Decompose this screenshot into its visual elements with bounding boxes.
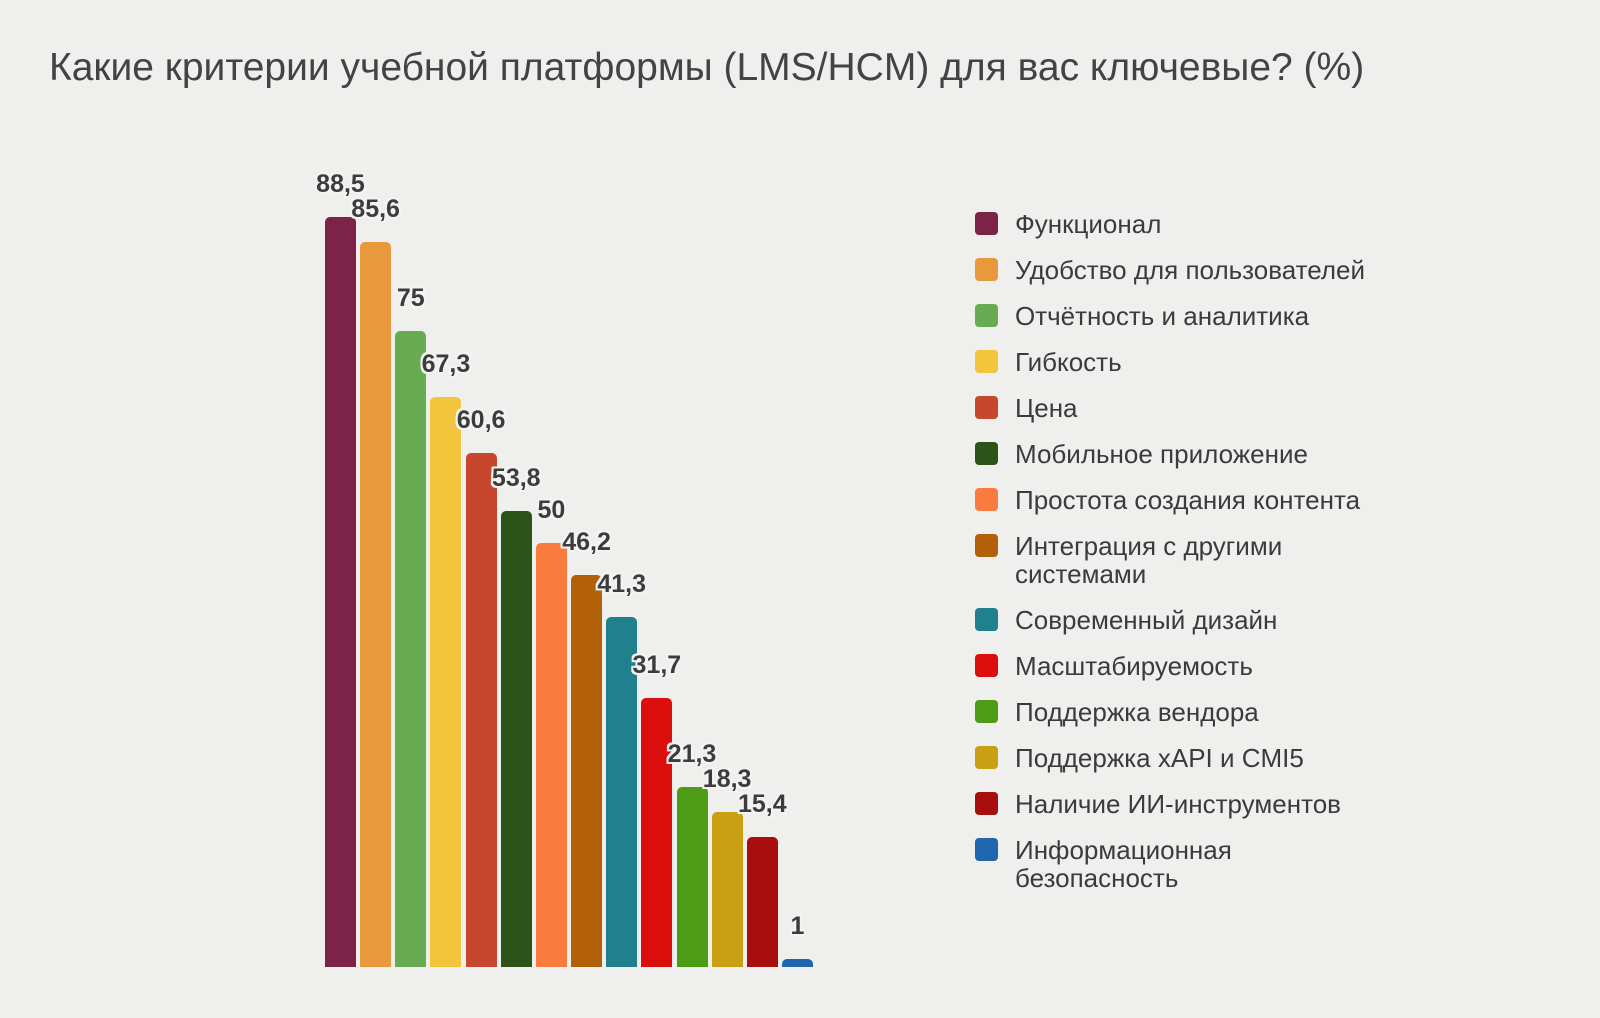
- bar-value-label: 18,3: [702, 764, 752, 793]
- legend-item: Наличие ИИ-инструментов: [975, 790, 1365, 818]
- bar: [465, 453, 497, 967]
- bar: [781, 958, 813, 967]
- bar: [746, 836, 778, 967]
- legend-label: Мобильное приложение: [1015, 439, 1308, 469]
- bar-value-label: 41,3: [597, 570, 647, 598]
- legend-item: Современный дизайн: [975, 606, 1365, 634]
- legend-label: Отчётность и аналитика: [1015, 301, 1310, 331]
- legend-color-swatch: [975, 534, 998, 557]
- legend-label: Простота создания контента: [1015, 485, 1361, 515]
- chart-title: Какие критерии учебной платформы (LMS/HC…: [49, 46, 1365, 89]
- legend-item: Функционал: [975, 210, 1365, 238]
- legend-label: Поддержка вендора: [1015, 697, 1259, 727]
- legend-label: Цена: [1015, 393, 1078, 423]
- legend-label: Функционал: [1015, 209, 1162, 239]
- bar-value-label: 31,7: [632, 651, 682, 680]
- legend-item: Информационная безопасность: [975, 836, 1365, 892]
- legend-label: Удобство для пользователей: [1015, 255, 1366, 285]
- legend-label: Поддержка xAPI и CMI5: [1015, 743, 1304, 773]
- legend-color-swatch: [975, 304, 998, 327]
- bar: [711, 811, 743, 967]
- plot-area: 88,5 85,6 75 67,3 60,6 53,8 50 46,2 41,3…: [316, 170, 845, 967]
- legend-color-swatch: [975, 212, 998, 235]
- legend-color-swatch: [975, 608, 998, 631]
- bar: [606, 617, 638, 967]
- bar-value-label: 75: [396, 284, 425, 313]
- bar-value-label: 53,8: [491, 464, 541, 493]
- bar-value-label: 85,6: [351, 194, 400, 223]
- bar-value-label: 88,5: [316, 170, 365, 198]
- bar: [360, 241, 392, 967]
- bar: [325, 217, 356, 967]
- legend-item: Простота создания контента: [975, 486, 1365, 514]
- bar: [395, 331, 427, 967]
- legend-color-swatch: [975, 700, 998, 723]
- bar: [500, 511, 532, 967]
- legend-item: Гибкость: [975, 348, 1365, 376]
- legend-color-swatch: [975, 746, 998, 769]
- legend-color-swatch: [975, 350, 998, 373]
- legend-item: Цена: [975, 394, 1365, 422]
- legend-color-swatch: [975, 838, 998, 861]
- bar-value-label: 15,4: [737, 789, 787, 818]
- bar: [430, 396, 462, 967]
- legend-color-swatch: [975, 396, 998, 419]
- legend-color-swatch: [975, 792, 998, 815]
- bar-value-label: 50: [537, 496, 566, 525]
- bar-value-label: 46,2: [562, 528, 611, 557]
- legend-label: Информационная безопасность: [1015, 835, 1232, 893]
- legend-item: Отчётность и аналитика: [975, 302, 1365, 330]
- bar-value-label: 60,6: [456, 406, 506, 435]
- legend-color-swatch: [975, 258, 998, 281]
- bar: [676, 786, 708, 967]
- bar-value-label: 67,3: [421, 349, 471, 378]
- bar-value-label: 1: [790, 911, 805, 940]
- legend-item: Удобство для пользователей: [975, 256, 1365, 284]
- legend-item: Поддержка вендора: [975, 698, 1365, 726]
- bar: [571, 575, 603, 967]
- legend: Функционал Удобство для пользователей От…: [975, 210, 1365, 892]
- legend-label: Современный дизайн: [1015, 605, 1278, 635]
- legend-label: Масштабируемость: [1015, 651, 1253, 681]
- bar-value-label: 21,3: [667, 739, 717, 768]
- bar: [535, 543, 567, 967]
- legend-item: Интеграция с другими системами: [975, 532, 1365, 588]
- bar: [641, 698, 673, 967]
- legend-color-swatch: [975, 442, 998, 465]
- legend-label: Наличие ИИ-инструментов: [1015, 789, 1341, 819]
- legend-item: Мобильное приложение: [975, 440, 1365, 468]
- legend-item: Поддержка xAPI и CMI5: [975, 744, 1365, 772]
- legend-color-swatch: [975, 654, 998, 677]
- legend-item: Масштабируемость: [975, 652, 1365, 680]
- legend-label: Интеграция с другими системами: [1015, 531, 1283, 589]
- legend-color-swatch: [975, 488, 998, 511]
- legend-label: Гибкость: [1015, 347, 1122, 377]
